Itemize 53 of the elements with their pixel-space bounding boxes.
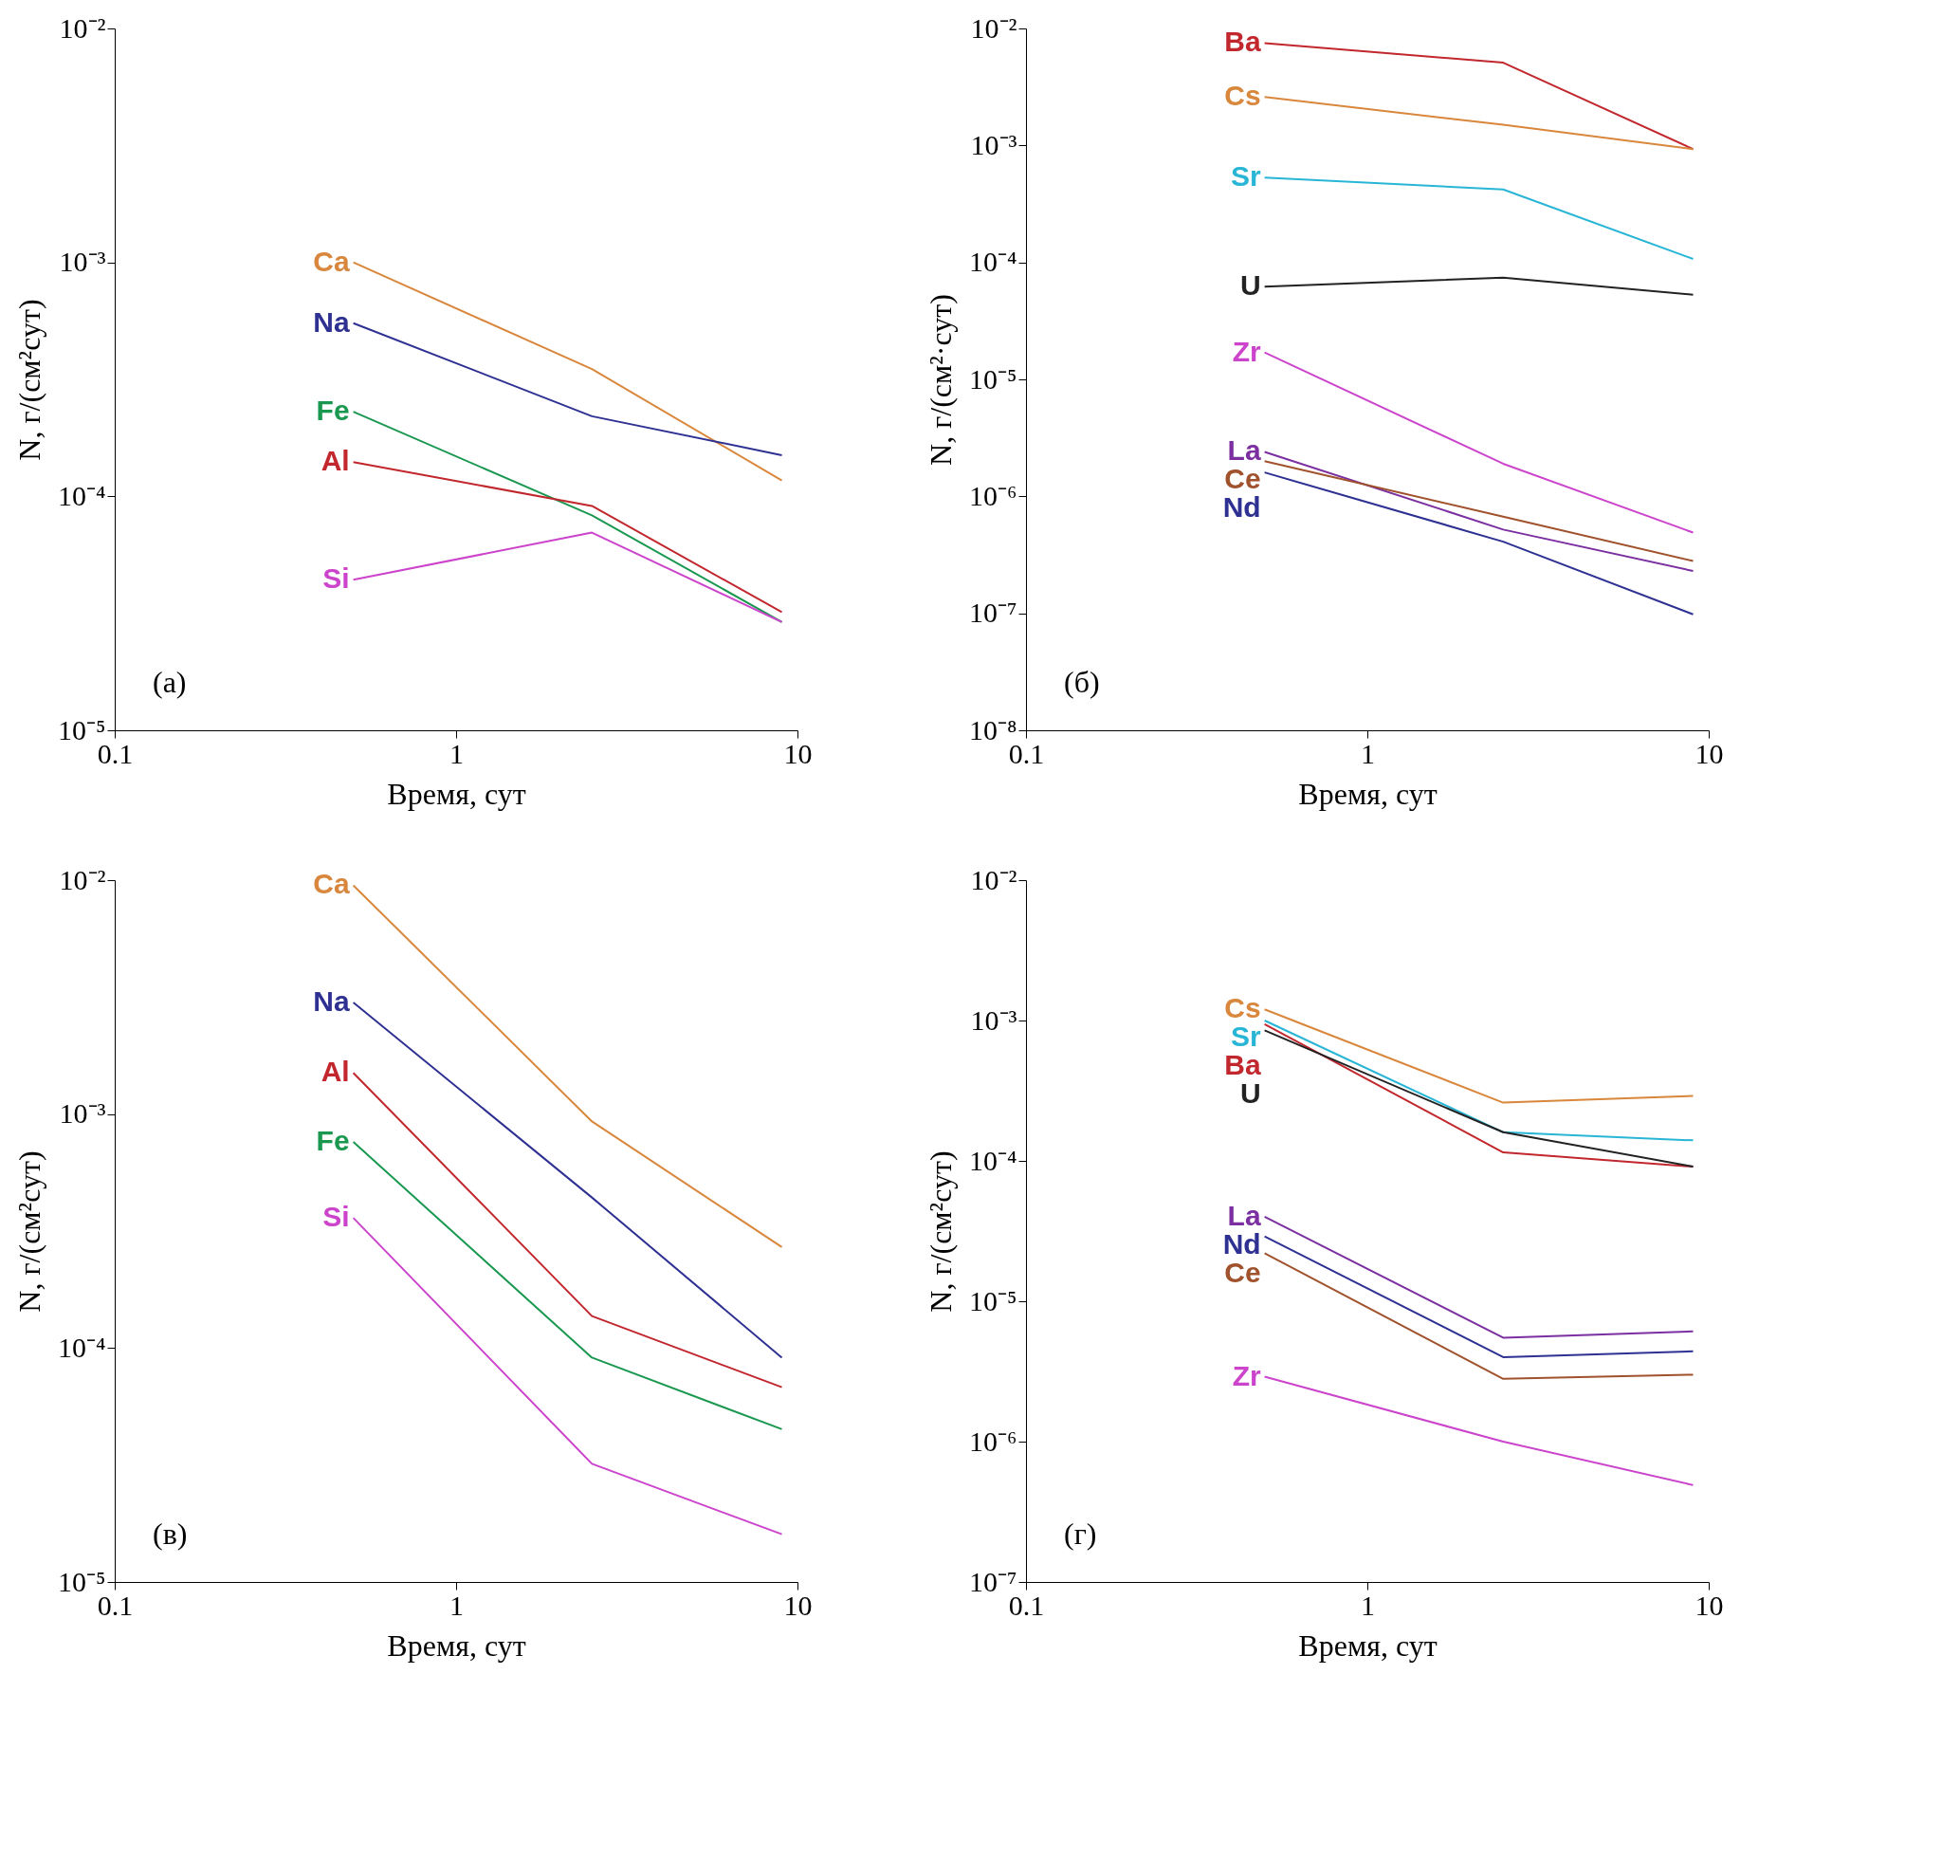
y-tick-label: 10⁻⁷ — [969, 597, 1017, 629]
y-tick-label: 10⁻² — [59, 863, 106, 895]
x-tick-label: 10 — [783, 1589, 813, 1621]
y-tick-label: 10⁻³ — [59, 246, 106, 278]
x-tick-label: 10 — [1694, 737, 1724, 769]
y-tick-label: 10⁻² — [59, 11, 106, 44]
y-tick-label: 10⁻³ — [59, 1097, 106, 1130]
y-tick-label: 10⁻⁴ — [969, 246, 1017, 278]
series-label: Na — [313, 984, 350, 1017]
y-axis-title: N, г/(см²·сут) — [924, 294, 959, 466]
x-tick-label: 10 — [783, 737, 813, 769]
y-tick-label: 10⁻³ — [970, 128, 1017, 160]
y-tick-label: 10⁻⁴ — [969, 1144, 1017, 1176]
annotation: (а) — [153, 665, 187, 699]
series-label: Si — [322, 1201, 350, 1233]
x-axis-title: Время, сут — [1298, 776, 1438, 811]
x-axis-title: Время, сут — [387, 1628, 526, 1663]
series-label: Si — [322, 562, 350, 595]
y-tick-label: 10⁻⁶ — [969, 479, 1017, 511]
series-label: Fe — [316, 1125, 350, 1157]
y-axis-title: N, г/(см²сут) — [924, 1150, 959, 1313]
x-tick-label: 1 — [1361, 1589, 1375, 1621]
y-tick-label: 10⁻⁵ — [969, 362, 1017, 395]
annotation: (г) — [1064, 1517, 1097, 1551]
series-label: Ba — [1224, 26, 1261, 58]
x-tick-label: 1 — [449, 1589, 464, 1621]
y-tick-label: 10⁻⁴ — [58, 479, 106, 511]
series-label: Al — [321, 445, 350, 477]
x-tick-label: 1 — [1361, 737, 1375, 769]
series-label: Na — [313, 305, 350, 338]
y-tick-label: 10⁻² — [970, 863, 1017, 895]
y-axis-title: N, г/(см²сут) — [12, 299, 47, 461]
x-tick-label: 1 — [449, 737, 464, 769]
y-tick-label: 10⁻⁴ — [58, 1331, 106, 1363]
series-label: Al — [321, 1056, 350, 1088]
x-axis-title: Время, сут — [1298, 1628, 1438, 1663]
y-tick-label: 10⁻² — [970, 11, 1017, 44]
annotation: (б) — [1064, 665, 1100, 699]
series-label: Fe — [316, 395, 350, 427]
series-label: Ca — [313, 245, 350, 277]
y-axis-title: N, г/(см²сут) — [12, 1150, 47, 1313]
x-tick-label: 10 — [1694, 1589, 1724, 1621]
series-label: Cs — [1224, 80, 1261, 112]
series-label: Zr — [1232, 1359, 1261, 1391]
series-label: U — [1239, 269, 1261, 302]
annotation: (в) — [153, 1517, 188, 1551]
series-label: Ca — [313, 868, 350, 900]
y-tick-label: 10⁻⁵ — [969, 1284, 1017, 1316]
series-label: Zr — [1232, 335, 1261, 367]
x-axis-title: Время, сут — [387, 776, 526, 811]
series-label: Sr — [1230, 160, 1261, 193]
y-tick-label: 10⁻⁶ — [969, 1425, 1017, 1457]
y-tick-label: 10⁻³ — [970, 1003, 1017, 1036]
